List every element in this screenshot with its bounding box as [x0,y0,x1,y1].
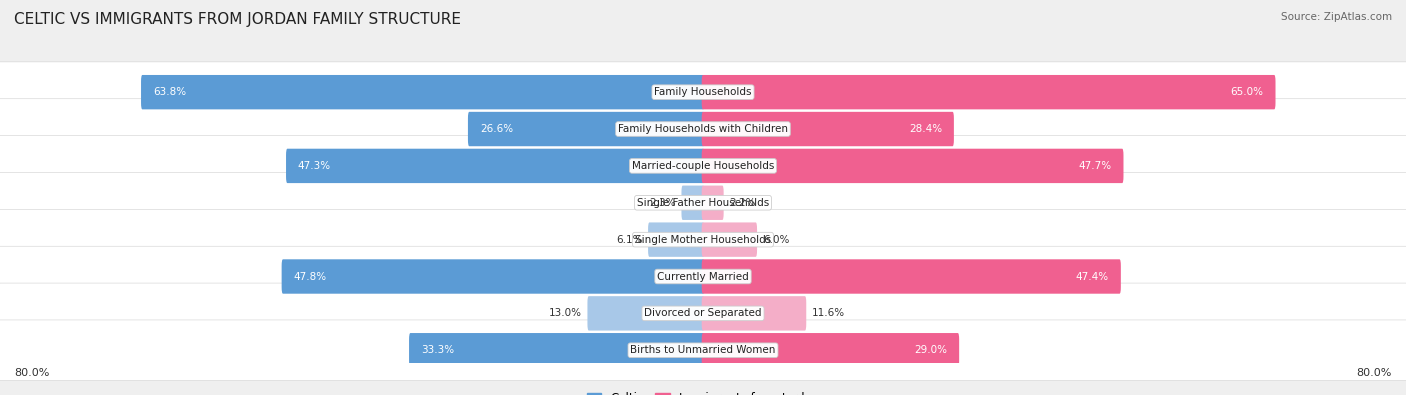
Legend: Celtic, Immigrants from Jordan: Celtic, Immigrants from Jordan [582,387,824,395]
Text: 28.4%: 28.4% [908,124,942,134]
FancyBboxPatch shape [702,333,959,367]
FancyBboxPatch shape [702,186,724,220]
FancyBboxPatch shape [702,222,756,257]
FancyBboxPatch shape [588,296,704,331]
Text: 6.0%: 6.0% [762,235,789,245]
Text: Single Father Households: Single Father Households [637,198,769,208]
Text: 2.2%: 2.2% [730,198,756,208]
FancyBboxPatch shape [0,246,1406,307]
FancyBboxPatch shape [648,222,704,257]
Text: 80.0%: 80.0% [14,368,49,378]
FancyBboxPatch shape [682,186,704,220]
Text: 13.0%: 13.0% [548,308,582,318]
FancyBboxPatch shape [0,283,1406,344]
Text: Currently Married: Currently Married [657,271,749,282]
FancyBboxPatch shape [0,135,1406,196]
FancyBboxPatch shape [702,149,1123,183]
FancyBboxPatch shape [702,296,806,331]
Text: 47.7%: 47.7% [1078,161,1112,171]
Text: 33.3%: 33.3% [420,345,454,355]
Text: 47.8%: 47.8% [294,271,326,282]
Text: 65.0%: 65.0% [1230,87,1264,97]
Text: Single Mother Households: Single Mother Households [636,235,770,245]
FancyBboxPatch shape [702,75,1275,109]
FancyBboxPatch shape [0,173,1406,233]
Text: 80.0%: 80.0% [1357,368,1392,378]
Text: 63.8%: 63.8% [153,87,186,97]
Text: 47.3%: 47.3% [298,161,330,171]
Text: Family Households: Family Households [654,87,752,97]
FancyBboxPatch shape [0,209,1406,270]
FancyBboxPatch shape [141,75,704,109]
FancyBboxPatch shape [285,149,704,183]
Text: 47.4%: 47.4% [1076,271,1109,282]
FancyBboxPatch shape [409,333,704,367]
FancyBboxPatch shape [468,112,704,146]
Text: Married-couple Households: Married-couple Households [631,161,775,171]
Text: 26.6%: 26.6% [479,124,513,134]
Text: 11.6%: 11.6% [813,308,845,318]
Text: 6.1%: 6.1% [616,235,643,245]
Text: Divorced or Separated: Divorced or Separated [644,308,762,318]
Text: Births to Unmarried Women: Births to Unmarried Women [630,345,776,355]
FancyBboxPatch shape [702,259,1121,294]
FancyBboxPatch shape [281,259,704,294]
Text: Family Households with Children: Family Households with Children [619,124,787,134]
Text: Source: ZipAtlas.com: Source: ZipAtlas.com [1281,12,1392,22]
Text: CELTIC VS IMMIGRANTS FROM JORDAN FAMILY STRUCTURE: CELTIC VS IMMIGRANTS FROM JORDAN FAMILY … [14,12,461,27]
FancyBboxPatch shape [0,320,1406,380]
FancyBboxPatch shape [702,112,953,146]
Text: 29.0%: 29.0% [914,345,948,355]
Text: 2.3%: 2.3% [650,198,676,208]
FancyBboxPatch shape [0,99,1406,159]
FancyBboxPatch shape [0,62,1406,122]
